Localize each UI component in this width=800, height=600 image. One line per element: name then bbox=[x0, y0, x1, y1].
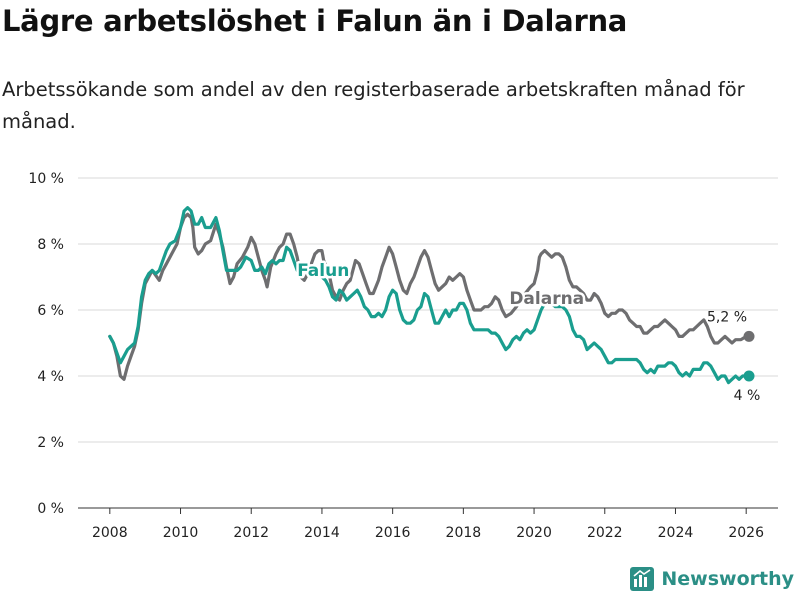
series-label-falun: Falun bbox=[297, 261, 349, 281]
grid-lines bbox=[78, 177, 778, 443]
chart-subtitle: Arbetssökande som andel av den registerb… bbox=[2, 78, 745, 133]
x-tick-label: 2018 bbox=[446, 525, 482, 541]
x-tick-label: 2026 bbox=[728, 525, 764, 541]
chart-title: Lägre arbetslöshet i Falun än i Dalarna bbox=[2, 4, 628, 38]
y-tick-label: 8 % bbox=[37, 237, 64, 253]
newsworthy-logo: Newsworthy bbox=[629, 566, 794, 592]
x-tick-label: 2010 bbox=[163, 525, 199, 541]
newsworthy-logo-icon bbox=[630, 567, 655, 591]
series-labels: Dalarna 5,2 % Falun 4 % bbox=[295, 258, 761, 404]
end-point-dalarna bbox=[743, 330, 755, 342]
y-tick-label: 0 % bbox=[37, 501, 64, 517]
x-axis: 2008 2010 2012 2014 2016 2018 2020 2022 2024 2026 bbox=[78, 507, 778, 541]
y-tick-label: 4 % bbox=[37, 369, 64, 385]
x-tick-label: 2022 bbox=[587, 525, 623, 541]
end-point-falun bbox=[743, 370, 755, 382]
y-tick-label: 2 % bbox=[37, 435, 64, 451]
x-tick-label: 2016 bbox=[375, 525, 411, 541]
y-tick-label: 6 % bbox=[37, 303, 64, 319]
end-label-falun: 4 % bbox=[734, 388, 761, 404]
series-lines bbox=[108, 206, 755, 385]
series-line-falun bbox=[108, 206, 751, 385]
brand-name: Newsworthy bbox=[661, 568, 794, 590]
x-tick-label: 2008 bbox=[92, 525, 128, 541]
y-axis-tick-labels: 0 % 2 % 4 % 6 % 8 % 10 % bbox=[28, 171, 64, 517]
y-tick-label: 10 % bbox=[28, 171, 64, 187]
end-label-dalarna: 5,2 % bbox=[707, 309, 747, 325]
series-label-dalarna: Dalarna bbox=[509, 289, 584, 309]
x-tick-label: 2014 bbox=[304, 525, 340, 541]
x-tick-label: 2020 bbox=[516, 525, 552, 541]
x-tick-label: 2012 bbox=[233, 525, 269, 541]
x-tick-label: 2024 bbox=[658, 525, 694, 541]
